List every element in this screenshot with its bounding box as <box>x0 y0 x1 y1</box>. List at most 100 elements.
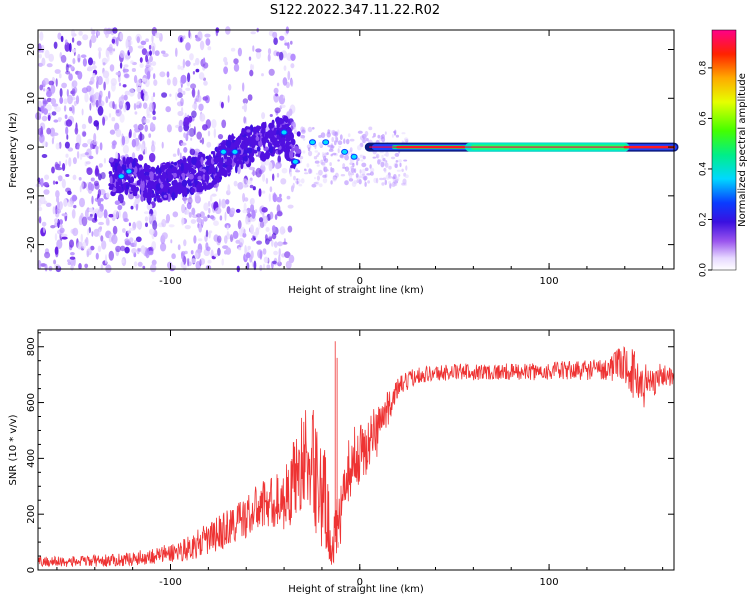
spectrogram-noise-blob <box>221 258 224 266</box>
spectrogram-noise-blob <box>359 154 364 157</box>
spectrogram-noise-blob <box>74 126 79 135</box>
spectrogram-noise-blob <box>172 153 177 157</box>
spectrogram-noise-blob <box>242 232 247 238</box>
spectrogram-signal-blob <box>237 159 243 165</box>
spectrogram-peak-blob <box>309 139 316 146</box>
spectrogram-noise-blob <box>138 154 144 161</box>
spectrogram-noise-blob <box>398 174 401 177</box>
spectrogram-signal-blob <box>261 126 266 134</box>
spectrogram-noise-blob <box>87 66 93 72</box>
spectrogram-noise-blob <box>80 54 87 58</box>
spectrogram-noise-blob <box>70 252 75 256</box>
spectrogram-noise-blob <box>252 186 256 191</box>
spectrogram-signal-blob <box>226 165 231 173</box>
spectrogram-noise-blob <box>259 264 263 272</box>
spectrogram-noise-blob <box>46 63 53 68</box>
spectrogram-signal-blob <box>291 138 296 146</box>
spectrogram-noise-blob <box>109 129 116 135</box>
spectrogram-noise-blob <box>280 178 287 185</box>
spectrogram-noise-blob <box>224 235 228 244</box>
spectrogram-noise-blob <box>404 174 409 178</box>
spectrogram-noise-blob <box>230 207 236 215</box>
spectrogram-noise-blob <box>274 107 281 114</box>
spectrogram-signal-blob <box>108 171 113 175</box>
spectrogram-noise-blob <box>195 37 201 42</box>
spectrogram-noise-blob <box>59 96 64 104</box>
spectrogram-noise-blob <box>261 73 264 77</box>
spectrogram-noise-blob <box>237 220 242 230</box>
spectrogram-signal-blob <box>206 160 211 166</box>
spectrogram-noise-blob <box>46 104 52 112</box>
spectrogram-noise-blob <box>100 235 104 242</box>
spectrogram-noise-blob <box>277 155 282 164</box>
spectrogram-noise-blob <box>381 182 385 186</box>
spectrogram-signal-blob <box>202 182 207 187</box>
spectrogram-noise-blob <box>148 66 154 72</box>
spectrogram-noise-blob <box>396 169 401 172</box>
spectrogram-noise-blob <box>133 131 137 139</box>
spectrogram-noise-blob <box>190 83 197 89</box>
spectrogram-noise-blob <box>196 95 202 103</box>
spectrogram-noise-blob <box>180 250 186 257</box>
spectrogram-noise-blob <box>128 192 135 200</box>
spectrogram-noise-blob <box>249 69 254 77</box>
spectrogram-signal-blob <box>128 157 131 164</box>
spectrogram-noise-blob <box>207 259 212 264</box>
spectrogram-noise-blob <box>142 265 146 269</box>
spectrogram-noise-blob <box>95 165 99 176</box>
spectrogram-noise-blob <box>262 263 266 270</box>
spectrogram-signal-blob <box>213 167 216 175</box>
spectrogram-noise-blob <box>191 258 196 264</box>
spectrogram-noise-blob <box>154 32 161 39</box>
spectrogram-noise-blob <box>90 245 95 251</box>
spectrogram-noise-blob <box>276 196 283 203</box>
spectrogram-noise-blob <box>85 161 91 165</box>
spectrogram-noise-blob <box>180 142 187 146</box>
spectrogram-signal-blob <box>115 162 119 166</box>
spectrogram-noise-blob <box>351 181 357 188</box>
snr-y-ticks: 0 200 400 600 800 <box>26 332 674 573</box>
spectrogram-x-tick-label: 100 <box>540 276 559 287</box>
spectrogram-noise-blob <box>244 245 247 255</box>
spectrogram-signal-blob <box>125 184 130 190</box>
spectrogram-noise-blob <box>250 197 255 205</box>
spectrogram-noise-blob <box>97 31 101 36</box>
spectrogram-signal-blob <box>181 179 188 187</box>
spectrogram-noise-blob <box>343 138 346 144</box>
spectrogram-noise-blob <box>302 150 306 154</box>
spectrogram-noise-blob <box>98 50 101 60</box>
spectrogram-noise-blob <box>85 236 89 247</box>
spectrogram-noise-blob <box>39 31 44 41</box>
spectrogram-noise-blob <box>277 241 283 247</box>
spectrogram-noise-blob <box>381 154 384 159</box>
spectrogram-noise-blob <box>57 117 63 121</box>
spectrogram-signal-blob <box>290 165 294 169</box>
spectrogram-signal-blob <box>212 179 217 185</box>
spectrogram-noise-blob <box>209 215 215 220</box>
spectrogram-noise-blob <box>289 171 292 177</box>
spectrogram-noise-blob <box>87 216 93 221</box>
spectrogram-noise-blob <box>91 195 94 205</box>
spectrogram-noise-blob <box>190 219 197 224</box>
spectrogram-noise-blob <box>115 72 121 76</box>
spectrogram-noise-blob <box>141 48 147 56</box>
spectrogram-noise-blob <box>250 224 254 235</box>
spectrogram-noise-blob <box>207 46 212 51</box>
spectrogram-noise-blob <box>48 53 54 62</box>
spectrogram-noise-blob <box>300 134 306 139</box>
spectrogram-noise-blob <box>261 190 266 194</box>
spectrogram-noise-blob <box>171 253 176 260</box>
spectrogram-noise-blob <box>150 144 156 153</box>
spectrogram-noise-blob <box>204 33 211 38</box>
spectrogram-noise-blob <box>45 202 52 207</box>
spectrogram-noise-blob <box>68 157 72 167</box>
spectrogram-noise-blob <box>273 87 279 94</box>
spectrogram-noise-blob <box>349 138 355 142</box>
spectrogram-noise-blob <box>384 179 387 186</box>
spectrogram-noise-blob <box>64 114 68 120</box>
spectrogram-noise-blob <box>218 198 221 209</box>
spectrogram-noise-blob <box>41 141 49 148</box>
spectrogram-noise-blob <box>272 173 275 181</box>
spectrogram-noise-blob <box>398 159 402 163</box>
spectrogram-noise-blob <box>136 86 142 93</box>
